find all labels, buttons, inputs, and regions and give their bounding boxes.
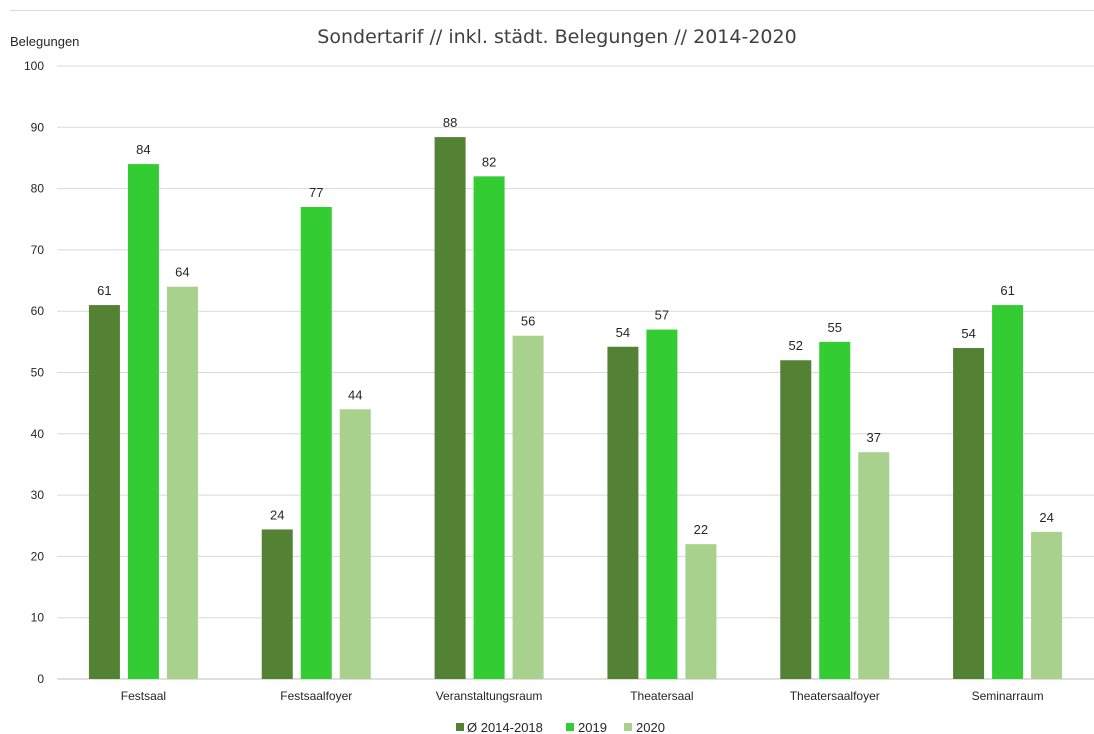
data-label: 61 [97, 283, 111, 298]
bar [953, 347, 985, 679]
y-axis-ticks: 0 10 20 30 40 50 60 70 80 90 100 [24, 59, 44, 686]
gridlines [57, 65, 1094, 680]
data-label: 64 [175, 265, 189, 280]
data-label: 54 [616, 325, 630, 340]
bar [780, 360, 812, 679]
category-label: Theatersaalfoyer [790, 689, 880, 703]
bar [339, 409, 371, 679]
y-tick-label: 30 [31, 488, 45, 502]
bar [88, 305, 120, 679]
data-label: 22 [694, 522, 708, 537]
data-label: 44 [348, 387, 362, 402]
y-tick-label: 10 [31, 611, 45, 625]
category-label: Festsaal [121, 689, 166, 703]
category-label: Theatersaal [630, 689, 693, 703]
bars [88, 137, 1063, 680]
y-tick-label: 80 [31, 182, 45, 196]
bar [127, 164, 159, 679]
bar [992, 305, 1024, 679]
legend-swatch [566, 723, 574, 731]
data-label: 24 [270, 507, 284, 522]
category-label: Veranstaltungsraum [436, 689, 543, 703]
category-label: Seminarraum [972, 689, 1044, 703]
top-border [10, 10, 1094, 11]
data-label: 52 [789, 338, 803, 353]
data-labels: 61 84 64 24 77 44 88 82 56 54 57 22 52 55 37 54 61 24 [97, 115, 1054, 537]
legend-label: 2020 [636, 720, 665, 734]
bar [646, 329, 678, 679]
bar [473, 176, 505, 679]
y-tick-label: 40 [31, 427, 45, 441]
data-label: 56 [521, 314, 535, 329]
y-axis-label: Belegungen [10, 34, 79, 49]
data-label: 61 [1000, 283, 1014, 298]
legend-label: Ø 2014-2018 [467, 720, 543, 734]
y-tick-label: 50 [31, 366, 45, 380]
legend-swatch [456, 723, 464, 731]
legend: Ø 2014-2018 2019 2020 [456, 720, 665, 734]
bar [434, 137, 466, 679]
data-label: 37 [867, 430, 881, 445]
chart-title: Sondertarif // inkl. städt. Belegungen /… [317, 26, 796, 48]
bar [300, 206, 332, 680]
bar [1031, 531, 1063, 679]
bar [512, 335, 544, 679]
y-tick-label: 60 [31, 304, 45, 318]
bar [685, 544, 717, 679]
y-tick-label: 20 [31, 549, 45, 563]
bar [819, 341, 851, 679]
data-label: 77 [309, 185, 323, 200]
y-tick-label: 90 [31, 120, 45, 134]
data-label: 54 [961, 326, 975, 341]
y-tick-label: 100 [24, 59, 44, 73]
data-label: 88 [443, 115, 457, 130]
bar [858, 452, 890, 679]
data-label: 55 [828, 320, 842, 335]
category-labels: Festsaal Festsaalfoyer Veranstaltungsraum T… [121, 689, 1044, 703]
legend-swatch [624, 723, 632, 731]
legend-label: 2019 [578, 720, 607, 734]
data-label: 24 [1039, 510, 1053, 525]
category-label: Festsaalfoyer [280, 689, 352, 703]
y-tick-label: 70 [31, 243, 45, 257]
data-label: 84 [136, 142, 150, 157]
bar [261, 529, 293, 679]
bar [166, 286, 198, 679]
bar [607, 346, 639, 679]
data-label: 57 [655, 308, 669, 323]
y-tick-label: 0 [37, 672, 44, 686]
data-label: 82 [482, 154, 496, 169]
